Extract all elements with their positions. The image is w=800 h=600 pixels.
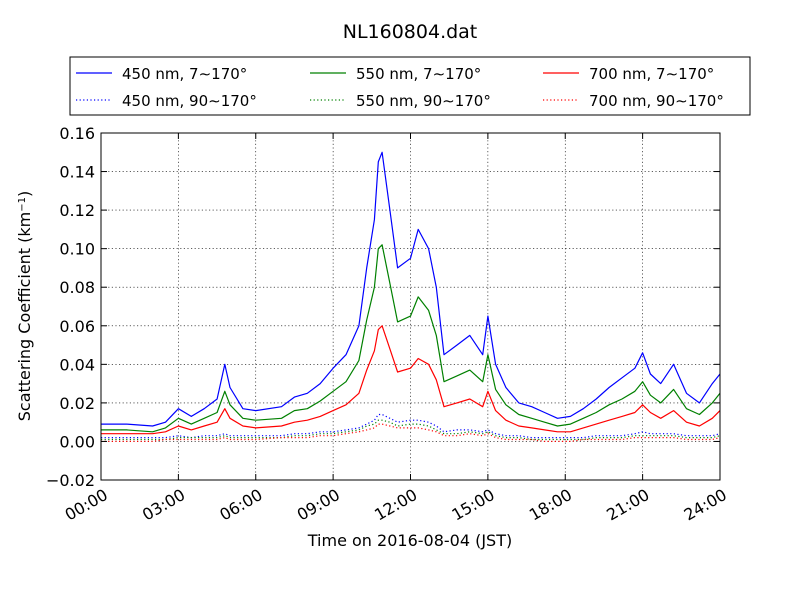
y-axis-title-sup: −1 [17, 197, 28, 212]
series-line [101, 413, 721, 439]
x-tick-label: 12:00 [371, 485, 420, 525]
series-layer [101, 151, 721, 442]
grid-lines [101, 133, 720, 480]
x-tick-label: 09:00 [294, 485, 343, 525]
y-tick-label: 0.14 [59, 163, 95, 182]
x-tick-label: 18:00 [526, 485, 575, 525]
series-line [101, 151, 721, 427]
x-tick-label: 00:00 [62, 485, 111, 525]
x-tick-label: 15:00 [448, 485, 497, 525]
x-tick-label: 21:00 [603, 485, 652, 525]
legend-label: 550 nm, 7∼170° [356, 65, 481, 83]
y-tick-label: 0.10 [59, 240, 95, 259]
legend: 450 nm, 7∼170° 450 nm, 90∼170° 550 nm, 7∼1… [69, 56, 751, 116]
series-line [101, 423, 721, 442]
legend-label: 450 nm, 7∼170° [122, 65, 247, 83]
legend-label: 700 nm, 90∼170° [589, 92, 724, 110]
y-axis-title-end: ) [15, 191, 34, 197]
y-tick-label: 0.06 [59, 317, 95, 336]
series-line [101, 244, 721, 433]
plot-area: −0.02 0.00 0.02 0.04 0.06 0.08 0.10 0.12 0.14 0.1… [46, 124, 730, 525]
legend-label: 700 nm, 7∼170° [589, 65, 714, 83]
x-axis-title: Time on 2016-08-04 (JST) [307, 531, 512, 550]
x-tick-label: 06:00 [216, 485, 265, 525]
y-tick-label: 0.04 [59, 355, 95, 374]
y-tick-label: −0.02 [46, 471, 95, 490]
legend-label: 450 nm, 90∼170° [122, 92, 257, 110]
x-tick-label: 24:00 [681, 485, 730, 525]
y-tick-label: 0.02 [59, 394, 95, 413]
series-line [101, 419, 721, 441]
y-axis-title: Scattering Coefficient (km−1) [15, 191, 34, 422]
y-tick-label: 0.08 [59, 278, 95, 297]
y-tick-label: 0.00 [59, 432, 95, 451]
legend-label: 550 nm, 90∼170° [356, 92, 491, 110]
y-axis-title-main: Scattering Coefficient (km [15, 212, 34, 422]
legend-box [69, 56, 751, 116]
axis-ticks: −0.02 0.00 0.02 0.04 0.06 0.08 0.10 0.12 0.14 0.1… [46, 124, 730, 525]
series-line [101, 325, 721, 435]
y-tick-label: 0.12 [59, 201, 95, 220]
x-tick-label: 03:00 [139, 485, 188, 525]
y-tick-label: 0.16 [59, 124, 95, 143]
chart-title: NL160804.dat [343, 21, 478, 43]
